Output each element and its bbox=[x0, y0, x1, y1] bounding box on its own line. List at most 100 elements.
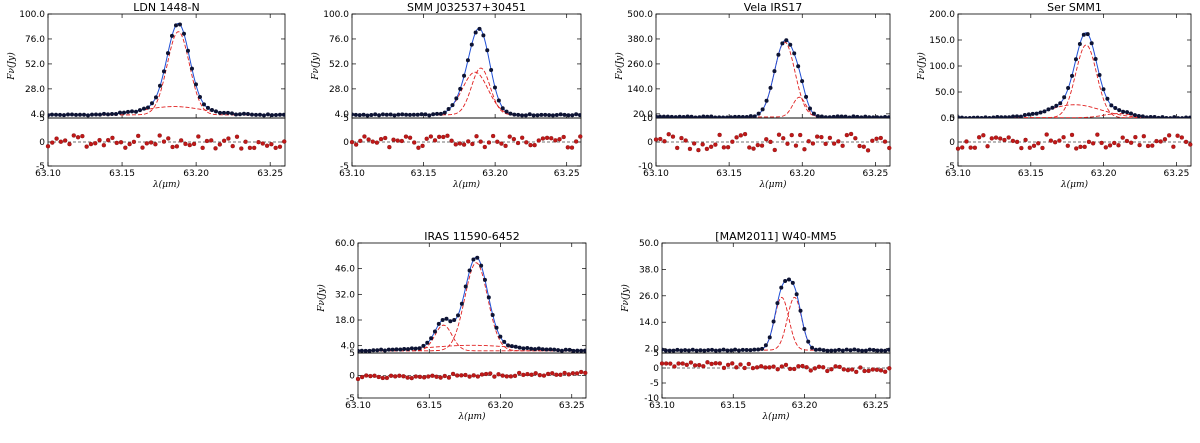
data-point bbox=[93, 112, 98, 117]
y-tick-label: 60.0 bbox=[335, 239, 355, 249]
residual-point bbox=[264, 143, 270, 148]
residual-point bbox=[478, 139, 483, 144]
data-point bbox=[462, 73, 467, 78]
data-point bbox=[987, 116, 992, 118]
residual-point bbox=[1031, 143, 1037, 148]
residual-point bbox=[196, 134, 201, 139]
data-point bbox=[806, 339, 811, 344]
data-point bbox=[1152, 115, 1157, 118]
data-point bbox=[465, 58, 470, 63]
y-axis-label: Fν(Jy) bbox=[916, 52, 927, 81]
data-point bbox=[105, 112, 110, 117]
data-point bbox=[819, 114, 824, 118]
residual-point bbox=[858, 365, 863, 370]
data-point bbox=[61, 113, 66, 118]
data-point bbox=[48, 113, 50, 118]
data-point bbox=[384, 112, 389, 117]
data-point bbox=[991, 115, 996, 118]
data-point bbox=[1003, 115, 1008, 118]
x-tick-label: 63.25 bbox=[863, 401, 889, 411]
data-point bbox=[550, 113, 555, 118]
residual-point bbox=[827, 135, 833, 141]
data-point bbox=[431, 112, 436, 117]
data-point bbox=[786, 277, 791, 282]
data-point bbox=[802, 326, 807, 331]
data-point bbox=[494, 325, 499, 330]
residual-point bbox=[393, 374, 398, 379]
residual-point bbox=[554, 372, 559, 377]
residual-point bbox=[140, 145, 145, 150]
data-point bbox=[677, 114, 682, 118]
data-point bbox=[871, 347, 876, 352]
residual-point bbox=[153, 142, 158, 147]
data-point bbox=[406, 347, 411, 352]
residual-point bbox=[239, 146, 244, 151]
data-point bbox=[744, 114, 749, 118]
residual-point bbox=[445, 133, 450, 138]
residual-point bbox=[446, 375, 452, 380]
residual-point bbox=[378, 136, 384, 142]
data-point bbox=[552, 347, 557, 352]
residual-point bbox=[785, 141, 790, 146]
data-point bbox=[423, 112, 428, 117]
x-tick-label: 63.25 bbox=[257, 169, 283, 179]
x-axis-label: λ(μm) bbox=[457, 411, 486, 422]
residual-point bbox=[492, 374, 497, 379]
panel-title: IRAS 11590-6452 bbox=[424, 230, 519, 243]
residual-point bbox=[738, 362, 743, 367]
data-point bbox=[109, 112, 114, 117]
data-point bbox=[740, 115, 745, 118]
residual-point bbox=[825, 368, 830, 374]
data-point bbox=[840, 348, 845, 353]
residual-point bbox=[97, 137, 102, 143]
residual-y-tick-label: 5 bbox=[653, 349, 659, 359]
residual-point bbox=[738, 133, 743, 138]
residual-point bbox=[1086, 139, 1092, 144]
data-point bbox=[1187, 115, 1191, 118]
residual-point bbox=[441, 134, 446, 140]
residual-point bbox=[829, 367, 834, 372]
data-point bbox=[855, 114, 860, 118]
data-point bbox=[825, 348, 830, 353]
data-point bbox=[815, 114, 820, 118]
residual-point bbox=[878, 135, 883, 141]
component-curve-2 bbox=[662, 297, 890, 351]
residual-y-tick-label: -10 bbox=[638, 162, 653, 172]
residual-point bbox=[670, 134, 676, 139]
x-tick-label: 63.25 bbox=[862, 169, 888, 179]
residual-point bbox=[865, 148, 871, 153]
residual-point bbox=[537, 373, 542, 378]
residual-point bbox=[578, 134, 583, 139]
data-point bbox=[380, 112, 385, 117]
residual-point bbox=[187, 142, 192, 148]
residual-point bbox=[221, 138, 227, 143]
residual-point bbox=[1128, 140, 1134, 145]
residual-point bbox=[144, 141, 149, 146]
residual-point bbox=[557, 137, 562, 142]
data-point bbox=[810, 345, 815, 350]
residual-point bbox=[663, 361, 669, 366]
residual-point bbox=[405, 375, 410, 380]
data-point bbox=[413, 346, 418, 351]
y-tick-label: 100.0 bbox=[19, 10, 45, 20]
residual-point bbox=[708, 144, 714, 149]
panel-5: IRAS 11590-6452 4.0 18.0 32.0 46.0 60.0 Fν(Jy)… bbox=[316, 230, 588, 422]
residual-point bbox=[457, 141, 463, 146]
residual-point bbox=[717, 132, 722, 138]
data-point bbox=[527, 112, 532, 117]
data-point bbox=[225, 110, 230, 115]
data-point bbox=[669, 114, 674, 118]
data-point bbox=[1042, 109, 1047, 114]
residual-y-tick-label: -5 bbox=[346, 394, 355, 404]
component-curve-1 bbox=[958, 44, 1191, 118]
data-point bbox=[871, 115, 876, 118]
residual-point bbox=[1188, 142, 1193, 147]
data-point bbox=[365, 113, 370, 118]
x-tick-label: 63.15 bbox=[720, 401, 746, 411]
data-point bbox=[517, 345, 522, 350]
data-point bbox=[732, 114, 737, 118]
data-point bbox=[860, 348, 865, 353]
residual-point bbox=[772, 147, 777, 153]
residual-point bbox=[579, 369, 584, 375]
data-point bbox=[665, 114, 670, 118]
